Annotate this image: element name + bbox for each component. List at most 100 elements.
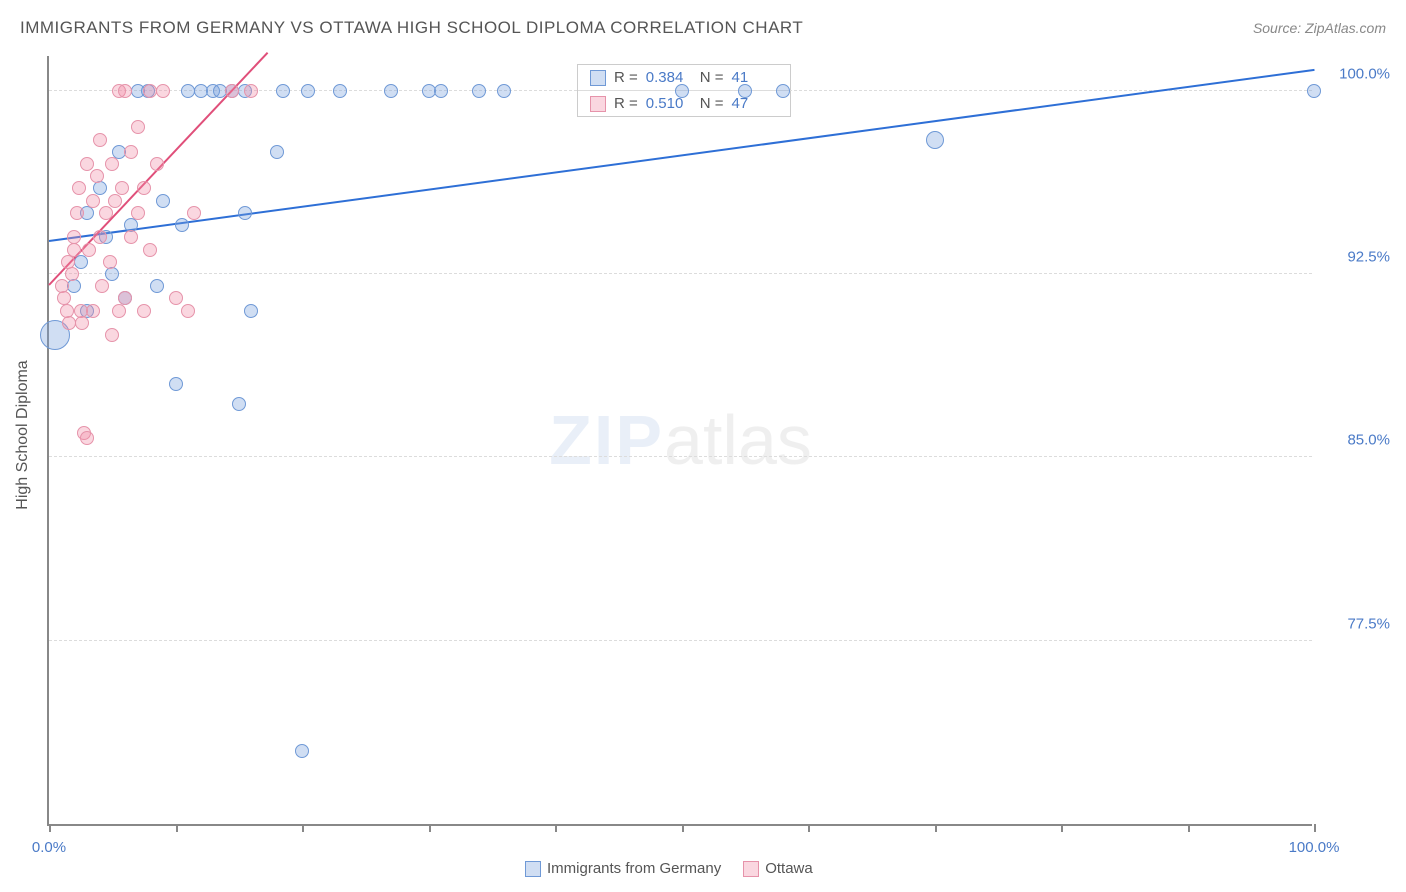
scatter-point-ottawa (156, 84, 170, 98)
y-tick-label: 100.0% (1320, 65, 1390, 82)
scatter-point-germany (738, 84, 752, 98)
scatter-point-ottawa (82, 243, 96, 257)
scatter-point-germany (169, 377, 183, 391)
ottawa-swatch-icon (590, 96, 606, 112)
legend-item-germany: Immigrants from Germany (525, 860, 721, 877)
r-value: 0.384 (646, 69, 692, 86)
scatter-point-ottawa (80, 431, 94, 445)
scatter-point-germany (434, 84, 448, 98)
x-tick (1314, 824, 1316, 832)
scatter-point-ottawa (131, 120, 145, 134)
scatter-point-ottawa (181, 304, 195, 318)
scatter-point-germany (295, 744, 309, 758)
scatter-point-germany (926, 131, 944, 149)
scatter-point-germany (276, 84, 290, 98)
plot-area: ZIPatlas R =0.384N =41R =0.510N =47 77.5… (47, 56, 1312, 826)
scatter-point-ottawa (70, 206, 84, 220)
scatter-point-ottawa (244, 84, 258, 98)
scatter-point-germany (1307, 84, 1321, 98)
y-tick-label: 77.5% (1320, 615, 1390, 632)
n-value: 47 (732, 95, 778, 112)
scatter-point-ottawa (124, 145, 138, 159)
scatter-point-ottawa (118, 84, 132, 98)
scatter-point-germany (150, 279, 164, 293)
scatter-point-germany (67, 279, 81, 293)
r-label: R = (614, 69, 638, 86)
scatter-point-germany (175, 218, 189, 232)
scatter-point-ottawa (105, 157, 119, 171)
scatter-point-ottawa (131, 206, 145, 220)
r-label: R = (614, 95, 638, 112)
x-tick (49, 824, 51, 832)
scatter-point-ottawa (93, 230, 107, 244)
scatter-point-ottawa (124, 230, 138, 244)
x-tick (935, 824, 937, 832)
scatter-point-ottawa (95, 279, 109, 293)
scatter-point-germany (675, 84, 689, 98)
scatter-point-germany (232, 397, 246, 411)
x-tick (555, 824, 557, 832)
legend-bottom: Immigrants from Germany Ottawa (525, 860, 813, 877)
x-tick (808, 824, 810, 832)
scatter-point-germany (238, 206, 252, 220)
scatter-point-ottawa (93, 133, 107, 147)
y-axis-label: High School Diploma (14, 360, 32, 509)
gridline (49, 456, 1312, 457)
ottawa-swatch-icon (743, 861, 759, 877)
legend-item-ottawa: Ottawa (743, 860, 813, 877)
scatter-point-germany (776, 84, 790, 98)
scatter-point-germany (384, 84, 398, 98)
y-tick-label: 92.5% (1320, 249, 1390, 266)
n-label: N = (700, 95, 724, 112)
x-tick-label: 0.0% (32, 839, 66, 856)
scatter-point-ottawa (225, 84, 239, 98)
scatter-point-ottawa (137, 304, 151, 318)
legend-label: Ottawa (765, 860, 813, 877)
legend-label: Immigrants from Germany (547, 860, 721, 877)
germany-swatch-icon (525, 861, 541, 877)
x-tick (682, 824, 684, 832)
source-label: Source: ZipAtlas.com (1253, 20, 1386, 36)
scatter-point-ottawa (143, 243, 157, 257)
scatter-point-ottawa (105, 328, 119, 342)
y-tick-label: 85.0% (1320, 432, 1390, 449)
scatter-point-ottawa (80, 157, 94, 171)
scatter-point-ottawa (103, 255, 117, 269)
scatter-point-germany (105, 267, 119, 281)
scatter-point-germany (244, 304, 258, 318)
scatter-point-ottawa (86, 304, 100, 318)
x-tick (1061, 824, 1063, 832)
x-tick (1188, 824, 1190, 832)
scatter-point-germany (472, 84, 486, 98)
scatter-point-ottawa (169, 291, 183, 305)
scatter-point-germany (156, 194, 170, 208)
gridline (49, 640, 1312, 641)
scatter-point-ottawa (118, 291, 132, 305)
chart-title: IMMIGRANTS FROM GERMANY VS OTTAWA HIGH S… (20, 18, 803, 37)
x-tick (429, 824, 431, 832)
x-tick-label: 100.0% (1289, 839, 1340, 856)
scatter-point-ottawa (115, 181, 129, 195)
scatter-point-ottawa (187, 206, 201, 220)
scatter-point-ottawa (112, 304, 126, 318)
scatter-point-ottawa (108, 194, 122, 208)
scatter-point-germany (333, 84, 347, 98)
x-tick (176, 824, 178, 832)
scatter-point-germany (301, 84, 315, 98)
scatter-point-ottawa (90, 169, 104, 183)
scatter-point-ottawa (99, 206, 113, 220)
scatter-point-ottawa (67, 243, 81, 257)
gridline (49, 273, 1312, 274)
scatter-point-ottawa (137, 181, 151, 195)
scatter-point-germany (497, 84, 511, 98)
germany-swatch-icon (590, 70, 606, 86)
scatter-point-ottawa (86, 194, 100, 208)
scatter-point-germany (270, 145, 284, 159)
scatter-point-ottawa (150, 157, 164, 171)
r-value: 0.510 (646, 95, 692, 112)
scatter-point-ottawa (65, 267, 79, 281)
scatter-point-ottawa (72, 181, 86, 195)
x-tick (302, 824, 304, 832)
scatter-point-ottawa (75, 316, 89, 330)
watermark: ZIPatlas (549, 400, 812, 480)
